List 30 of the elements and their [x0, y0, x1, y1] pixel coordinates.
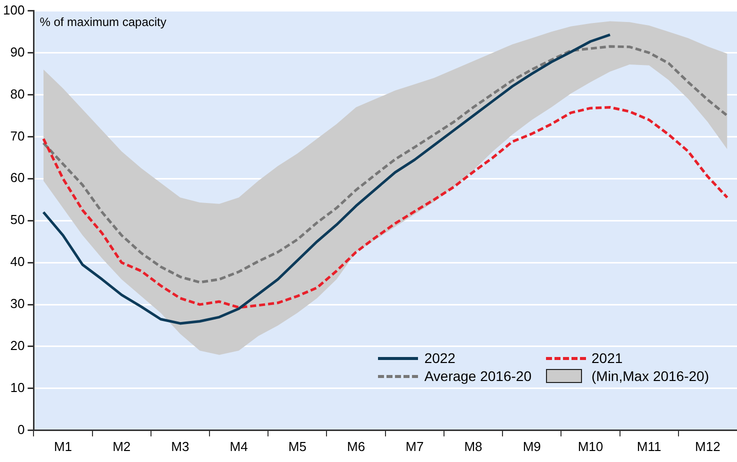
y-tick-label: 60 — [10, 170, 25, 186]
line-series — [42, 106, 729, 309]
y-tick-label: 80 — [10, 86, 25, 102]
x-tick-label: M10 — [578, 438, 604, 454]
x-tick-label: M9 — [522, 438, 541, 454]
x-tick-label: M5 — [288, 438, 306, 454]
x-tick-label: M6 — [347, 438, 366, 454]
x-tick-label: M3 — [171, 438, 190, 454]
y-tick-label: 0 — [17, 422, 25, 437]
x-tick-label: M12 — [695, 438, 720, 454]
x-tick-label: M1 — [54, 438, 72, 454]
line-series — [42, 45, 729, 284]
y-tick-label: 30 — [10, 296, 25, 312]
x-tick-label: M7 — [406, 438, 424, 454]
legend-label: (Min,Max 2016-20) — [592, 368, 709, 384]
y-tick-label: 50 — [10, 212, 25, 228]
x-tick-label: M11 — [636, 438, 662, 454]
x-tick-label: M4 — [230, 438, 248, 454]
legend-label: Average 2016-20 — [424, 368, 532, 384]
legend-label: 2022 — [424, 350, 456, 366]
x-tick-label: M8 — [464, 438, 482, 454]
y-tick-label: 90 — [10, 44, 25, 60]
x-tick-label: M2 — [112, 438, 131, 454]
legend-label: 2021 — [592, 350, 623, 366]
y-axis-title: % of maximum capacity — [40, 15, 166, 30]
y-tick-label: 40 — [10, 254, 25, 270]
y-tick-label: 100 — [2, 2, 25, 18]
y-tick-label: 10 — [10, 380, 25, 396]
y-tick-label: 70 — [10, 128, 25, 144]
y-tick-label: 20 — [10, 338, 25, 354]
